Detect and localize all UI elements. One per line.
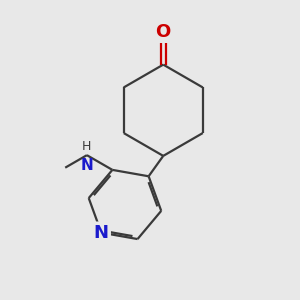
- Text: N: N: [80, 158, 93, 172]
- Text: H: H: [82, 140, 92, 153]
- Text: N: N: [94, 224, 109, 242]
- Text: O: O: [156, 23, 171, 41]
